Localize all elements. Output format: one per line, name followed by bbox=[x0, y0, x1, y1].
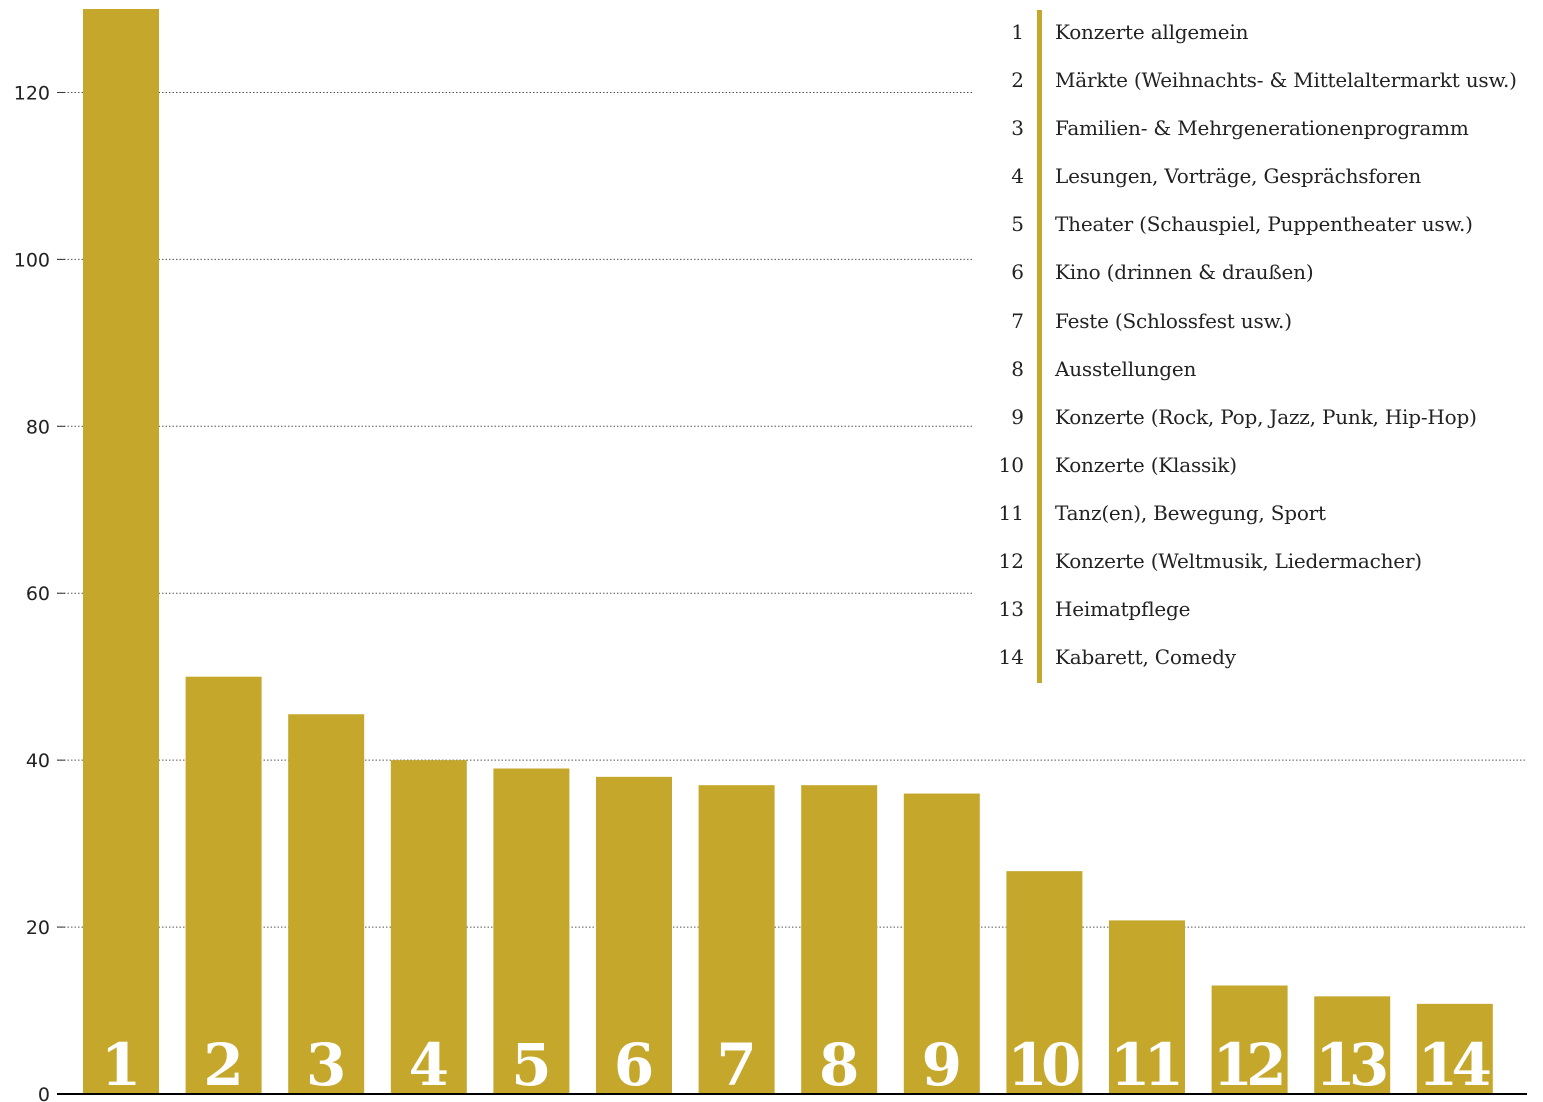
legend-number: 1 bbox=[1011, 20, 1024, 44]
legend-label: Konzerte (Weltmusik, Liedermacher) bbox=[1055, 549, 1422, 574]
legend-number: 9 bbox=[1011, 404, 1024, 429]
bar-label-4: 4 bbox=[409, 1031, 449, 1099]
legend-number: 2 bbox=[1011, 68, 1024, 93]
legend-label: Feste (Schlossfest usw.) bbox=[1055, 308, 1292, 333]
legend-number: 5 bbox=[1011, 212, 1024, 237]
legend-divider bbox=[1037, 10, 1042, 683]
bar-label-8: 8 bbox=[819, 1031, 859, 1099]
legend: 1 Konzerte allgemein 2 Märkte (Weihnachts- … bbox=[995, 10, 1535, 683]
y-tick-label: 40 bbox=[26, 750, 50, 772]
legend-number: 12 bbox=[998, 549, 1024, 574]
legend-label: Heimatpflege bbox=[1055, 597, 1191, 622]
bar-label-3: 3 bbox=[306, 1031, 346, 1099]
legend-item: 13 Heimatpflege bbox=[995, 587, 1535, 635]
legend-label: Konzerte (Rock, Pop, Jazz, Punk, Hip-Hop… bbox=[1055, 404, 1477, 429]
legend-item: 2 Märkte (Weihnachts- & Mittelaltermarkt … bbox=[995, 58, 1535, 106]
y-tick-label: 80 bbox=[26, 416, 50, 438]
y-tick-label: 100 bbox=[14, 249, 50, 271]
bar-7 bbox=[698, 785, 775, 1094]
legend-number: 7 bbox=[1011, 308, 1024, 333]
bar-9 bbox=[903, 793, 980, 1094]
bar-8 bbox=[801, 785, 878, 1094]
legend-item: 14 Kabarett, Comedy bbox=[995, 635, 1535, 683]
y-axis: 0 20 40 60 80 100 120 bbox=[14, 82, 65, 1102]
legend-label: Märkte (Weihnachts- & Mittelaltermarkt u… bbox=[1055, 68, 1517, 93]
y-tick-label: 60 bbox=[26, 583, 50, 605]
bar-label-13: 13 bbox=[1315, 1031, 1389, 1099]
bar-label-7: 7 bbox=[716, 1031, 756, 1099]
bar-5 bbox=[493, 768, 570, 1094]
legend-number: 6 bbox=[1011, 260, 1024, 285]
legend-number: 14 bbox=[998, 645, 1024, 670]
bar-label-6: 6 bbox=[614, 1031, 654, 1099]
bar-label-1: 1 bbox=[101, 1031, 141, 1099]
y-tick-label: 0 bbox=[38, 1084, 50, 1102]
legend-label: Theater (Schauspiel, Puppentheater usw.) bbox=[1055, 212, 1473, 237]
legend-number: 4 bbox=[1011, 164, 1024, 189]
legend-label: Konzerte (Klassik) bbox=[1055, 452, 1237, 477]
legend-label: Ausstellungen bbox=[1055, 356, 1197, 381]
bar-label-11: 11 bbox=[1110, 1031, 1184, 1099]
legend-item: 10 Konzerte (Klassik) bbox=[995, 443, 1535, 491]
bar-10 bbox=[1006, 871, 1083, 1094]
bar-label-9: 9 bbox=[922, 1031, 962, 1099]
legend-label: Kino (drinnen & draußen) bbox=[1055, 260, 1314, 285]
legend-item: 12 Konzerte (Weltmusik, Liedermacher) bbox=[995, 539, 1535, 587]
legend-label: Familien- & Mehrgenerationenprogramm bbox=[1055, 116, 1469, 141]
legend-item: 4 Lesungen, Vorträge, Gesprächsforen bbox=[995, 154, 1535, 202]
y-tick-label: 120 bbox=[14, 82, 50, 104]
bar-label-10: 10 bbox=[1007, 1031, 1081, 1099]
bar-13 bbox=[1314, 996, 1391, 1094]
legend-number: 10 bbox=[998, 452, 1024, 477]
bar-label-12: 12 bbox=[1213, 1031, 1287, 1099]
bar-1 bbox=[83, 9, 159, 1094]
bar-12 bbox=[1211, 985, 1288, 1094]
legend-label: Tanz(en), Bewegung, Sport bbox=[1055, 500, 1326, 525]
bar-2 bbox=[185, 676, 262, 1094]
legend-item: 5 Theater (Schauspiel, Puppentheater usw.… bbox=[995, 202, 1535, 250]
legend-number: 11 bbox=[998, 500, 1024, 525]
legend-label: Kabarett, Comedy bbox=[1055, 645, 1236, 670]
legend-label: Lesungen, Vorträge, Gesprächsforen bbox=[1055, 164, 1422, 189]
bars: 1 2 3 4 5 6 7 8 9 10 11 12 13 14 bbox=[83, 9, 1493, 1099]
legend-number: 8 bbox=[1011, 356, 1024, 381]
bar-14 bbox=[1416, 1003, 1493, 1094]
legend-item: 11 Tanz(en), Bewegung, Sport bbox=[995, 491, 1535, 539]
legend-item: 9 Konzerte (Rock, Pop, Jazz, Punk, Hip-Ho… bbox=[995, 395, 1535, 443]
bar-label-2: 2 bbox=[203, 1031, 243, 1099]
legend-number: 3 bbox=[1011, 116, 1024, 141]
bar-4 bbox=[390, 760, 467, 1094]
bar-6 bbox=[596, 776, 672, 1094]
legend-item: 3 Familien- & Mehrgenerationenprogramm bbox=[995, 106, 1535, 154]
bar-3 bbox=[288, 714, 365, 1094]
bar-label-14: 14 bbox=[1418, 1031, 1492, 1099]
legend-item: 7 Feste (Schlossfest usw.) bbox=[995, 299, 1535, 347]
y-tick-label: 20 bbox=[26, 917, 50, 939]
bar-11 bbox=[1109, 920, 1185, 1094]
legend-label: Konzerte allgemein bbox=[1055, 20, 1249, 44]
legend-item: 6 Kino (drinnen & draußen) bbox=[995, 250, 1535, 298]
legend-item: 8 Ausstellungen bbox=[995, 347, 1535, 395]
bar-label-5: 5 bbox=[511, 1031, 551, 1099]
legend-number: 13 bbox=[998, 597, 1024, 622]
legend-item: 1 Konzerte allgemein bbox=[995, 10, 1535, 58]
